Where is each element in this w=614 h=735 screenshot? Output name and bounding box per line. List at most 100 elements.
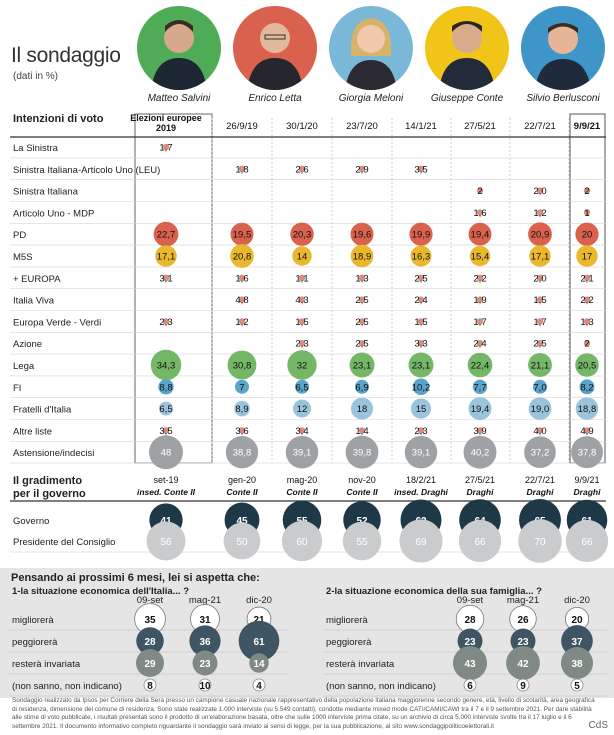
expectation-bubble [560,646,594,680]
value-label: 41 [160,516,172,527]
value-label: 1,7 [159,143,172,154]
approval-date: 22/7/21 [525,475,555,485]
value-bubble [292,246,312,266]
row-label: resterà invariata [326,659,395,670]
value-label: 6,5 [295,382,308,393]
column-header: 22/7/21 [524,121,556,132]
value-bubble [409,222,433,246]
vote-table-title: Intenzioni di voto [13,113,104,125]
row-label: resterà invariata [12,659,81,670]
value-dot [536,296,544,303]
value-label: 1,4 [355,426,368,437]
expectation-bubble [570,678,584,692]
value-label: 37,8 [578,448,597,459]
approval-government: Conte II [346,487,378,497]
value-label: 2 [477,186,482,197]
value-dot [358,274,366,281]
expectation-bubble [463,678,477,692]
value-label: 52 [356,516,368,527]
value-bubble [290,222,314,246]
expectation-bubble [510,628,536,654]
approval-date: mag-20 [287,475,318,485]
value-bubble [225,436,259,469]
value-label: 39,1 [293,448,312,459]
value-label: 22,7 [157,230,176,241]
value-dot [583,318,591,325]
row-label: (non sanno, non indicano) [326,681,436,692]
approval-date: nov-20 [348,475,376,485]
value-label: 2,1 [580,273,593,284]
value-bubble [350,222,374,246]
value-label: 21,1 [531,361,550,372]
value-label: 36 [199,637,211,648]
value-label: 6,9 [355,382,368,393]
value-dot [476,296,484,303]
value-dot [358,165,366,172]
value-label: 2,3 [295,339,308,350]
value-label: 20,8 [233,252,252,263]
value-dot [417,318,425,325]
expectation-bubble [249,653,269,673]
row-label: Italia Viva [13,296,55,307]
column-header: 23/7/20 [346,121,378,132]
value-dot [358,340,366,347]
column-header: 2019 [156,123,176,133]
value-label: 10 [199,681,211,692]
value-bubble [533,379,547,394]
value-label: 45 [236,516,248,527]
approval-date: 18/2/21 [406,475,436,485]
value-dot [358,318,366,325]
row-label: Governo [13,516,49,527]
value-label: 23 [199,659,211,670]
approval-bubble [281,520,323,562]
row-label: peggiorerà [326,637,372,648]
value-label: 14 [297,252,308,263]
approval-bubble [565,519,609,563]
value-label: 10,2 [412,382,431,393]
expectations-subtitle: 1-la situazione economica dell'Italia...… [12,586,189,597]
value-bubble [529,245,551,267]
value-dot [536,209,544,216]
value-label: 3,5 [414,164,427,175]
value-label: 30,8 [233,361,252,372]
value-label: 31 [199,615,211,626]
value-label: 19,4 [471,230,490,241]
value-bubble [579,379,595,395]
value-label: 9 [520,681,526,692]
approval-government: Draghi [527,487,555,497]
value-bubble [467,352,493,378]
column-header: 14/1/21 [405,121,437,132]
value-label: 21 [253,615,265,626]
value-label: 19,6 [353,230,372,241]
value-bubble [528,222,552,247]
column-header: 9/9/21 [574,121,601,132]
column-header: Elezioni europee [130,113,202,123]
value-dot [298,296,306,303]
value-label: 43 [464,659,476,670]
value-dot [417,340,425,347]
leader-name: Silvio Berlusconi [526,93,600,104]
value-label: 23,1 [412,361,431,372]
leader-name: Giuseppe Conte [430,93,504,104]
value-label: 1,5 [533,295,546,306]
value-bubble [404,435,438,469]
value-label: 2,5 [355,339,368,350]
value-dot [476,427,484,434]
value-label: 20,5 [578,361,597,372]
value-bubble [150,349,182,381]
column-header: 26/9/19 [226,121,258,132]
value-label: 2,5 [533,339,546,350]
approval-government: Conte II [286,487,318,497]
value-label: 14 [253,659,265,670]
value-dot [162,274,170,281]
value-label: 2 [584,186,589,197]
value-label: 18,8 [578,404,597,415]
value-label: 3,5 [159,426,172,437]
value-dot [238,274,246,281]
value-dot [476,274,484,281]
value-dot [162,143,170,151]
value-label: 19,4 [471,404,490,415]
value-label: 70 [534,537,546,548]
value-label: 3,6 [235,426,248,437]
